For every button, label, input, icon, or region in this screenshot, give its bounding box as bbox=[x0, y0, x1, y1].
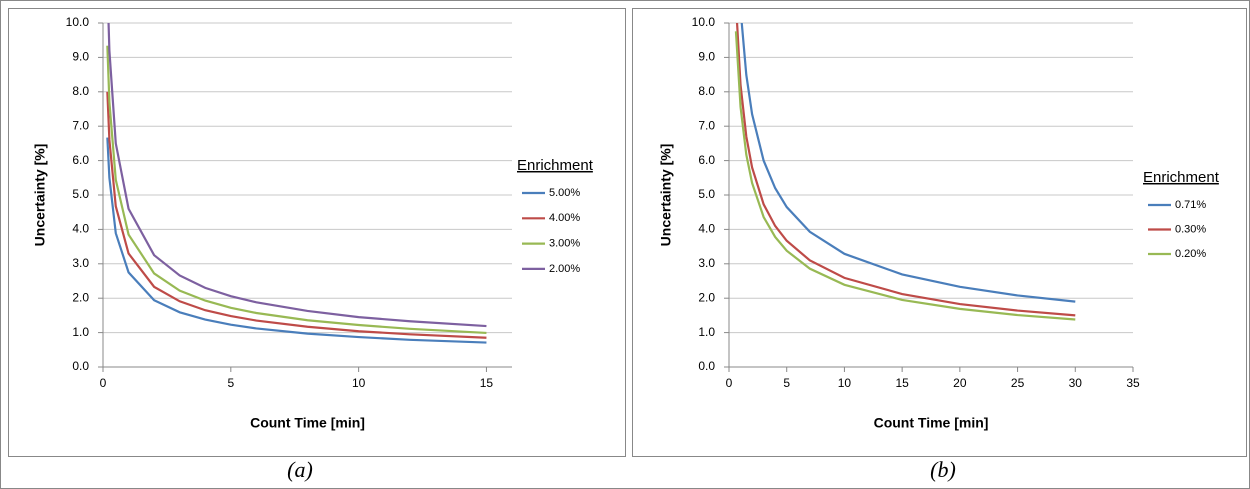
series-line bbox=[106, 91, 487, 339]
x-tick-label: 20 bbox=[953, 376, 967, 390]
series-line bbox=[107, 23, 487, 328]
y-tick-label: 9.0 bbox=[698, 50, 715, 64]
y-tick-label: 7.0 bbox=[698, 118, 715, 132]
legend-label: 0.30% bbox=[1175, 223, 1206, 235]
x-tick-label: 0 bbox=[100, 376, 107, 390]
y-tick-label: 7.0 bbox=[72, 118, 89, 132]
x-tick-label: 0 bbox=[726, 376, 733, 390]
legend-label: 5.00% bbox=[549, 187, 580, 199]
y-tick-label: 1.0 bbox=[72, 325, 89, 339]
y-tick-label: 2.0 bbox=[72, 290, 89, 304]
caption: (b) bbox=[930, 457, 956, 482]
series-line bbox=[740, 23, 1076, 303]
series-line bbox=[106, 137, 487, 344]
y-tick-label: 8.0 bbox=[698, 84, 715, 98]
x-tick-label: 10 bbox=[838, 376, 852, 390]
y-tick-label: 8.0 bbox=[72, 84, 89, 98]
series-line bbox=[734, 31, 1076, 321]
x-tick-label: 30 bbox=[1069, 376, 1083, 390]
x-tick-label: 15 bbox=[480, 376, 494, 390]
y-tick-label: 5.0 bbox=[698, 187, 715, 201]
x-tick-label: 5 bbox=[783, 376, 790, 390]
y-tick-label: 6.0 bbox=[698, 153, 715, 167]
series-line bbox=[735, 23, 1076, 317]
legend-label: 4.00% bbox=[549, 212, 580, 224]
y-tick-label: 10.0 bbox=[692, 15, 716, 29]
y-tick-label: 2.0 bbox=[698, 290, 715, 304]
series-line bbox=[106, 45, 487, 335]
x-tick-label: 10 bbox=[352, 376, 366, 390]
x-tick-label: 15 bbox=[895, 376, 909, 390]
legend-title: Enrichment bbox=[517, 157, 594, 174]
y-tick-label: 1.0 bbox=[698, 325, 715, 339]
y-tick-label: 5.0 bbox=[72, 187, 89, 201]
y-tick-label: 3.0 bbox=[72, 256, 89, 270]
legend-label: 0.71% bbox=[1175, 199, 1206, 211]
y-tick-label: 0.0 bbox=[698, 359, 715, 373]
legend-label: 3.00% bbox=[549, 238, 580, 250]
y-axis-title: Uncertainty [%] bbox=[32, 144, 48, 247]
x-axis-title: Count Time [min] bbox=[250, 415, 365, 431]
y-tick-label: 4.0 bbox=[72, 222, 89, 236]
caption: (a) bbox=[287, 457, 313, 482]
panel bbox=[632, 8, 1247, 457]
legend-label: 0.20% bbox=[1175, 248, 1206, 260]
legend-label: 2.00% bbox=[549, 263, 580, 275]
y-tick-label: 9.0 bbox=[72, 50, 89, 64]
x-tick-label: 5 bbox=[227, 376, 234, 390]
y-tick-label: 4.0 bbox=[698, 222, 715, 236]
y-tick-label: 0.0 bbox=[72, 359, 89, 373]
x-axis-title: Count Time [min] bbox=[874, 415, 989, 431]
legend-title: Enrichment bbox=[1143, 169, 1220, 186]
y-axis-title: Uncertainty [%] bbox=[658, 144, 674, 247]
y-tick-label: 6.0 bbox=[72, 153, 89, 167]
x-tick-label: 25 bbox=[1011, 376, 1025, 390]
x-tick-label: 35 bbox=[1126, 376, 1140, 390]
y-tick-label: 3.0 bbox=[698, 256, 715, 270]
y-tick-label: 10.0 bbox=[66, 15, 90, 29]
